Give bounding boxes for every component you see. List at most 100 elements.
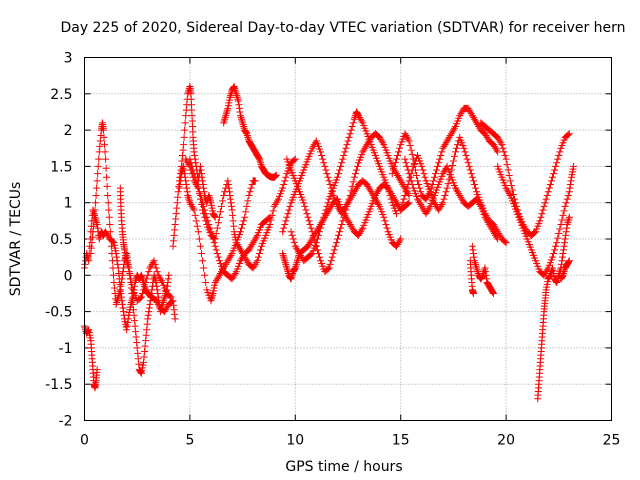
data-point [353,110,361,118]
data-point [81,260,89,268]
data-point [487,224,495,232]
data-point [332,239,340,247]
data-point [118,271,126,279]
data-point [396,144,404,152]
data-point [304,213,312,221]
data-point [232,239,240,247]
data-point [455,190,463,198]
data-point [117,279,125,287]
axis-ticks: -2 -1.5 -1 -0.5 0 0.5 1 1.5 2 2.5 3 0 5 10 15 20 25 [45,51,620,449]
data-point [351,170,359,178]
data-point [186,155,194,163]
data-point [191,211,199,219]
data-point [243,257,251,265]
data-point [247,184,255,192]
data-point [229,217,237,225]
data-point [560,242,568,250]
data-point [394,201,402,209]
data-point [93,177,101,185]
data-point [94,224,102,232]
data-point [211,242,219,250]
data-point [243,130,251,138]
data-point [341,148,349,156]
data-point [342,144,350,152]
data-point [197,166,205,174]
data-point [189,166,197,174]
data-point [349,190,357,198]
data-point [558,216,566,224]
data-point [317,224,325,232]
y-tick-label: 1.5 [50,159,72,175]
data-point [147,293,155,301]
data-point [387,195,395,203]
data-point [180,133,188,141]
data-point [133,338,141,346]
data-point [408,181,416,189]
data-point [209,235,217,243]
data-point [283,264,291,272]
data-point [394,171,402,179]
data-point [193,222,201,230]
data-point [481,213,489,221]
data-point [482,132,490,140]
data-point [132,328,140,336]
data-point [107,235,115,243]
data-point [222,260,230,268]
data-point [227,199,235,207]
data-point [482,215,490,223]
data-point [420,170,428,178]
data-point [265,214,273,222]
data-point [89,228,97,236]
data-point [124,260,132,268]
data-point [467,170,475,178]
data-point [317,148,325,156]
data-point [199,257,207,265]
data-point [555,230,563,238]
data-point [437,202,445,210]
data-point [564,259,572,267]
data-point [236,112,244,120]
data-point [197,250,205,258]
data-point [300,199,308,207]
data-point [502,239,510,247]
data-point [135,360,143,368]
data-point [141,282,149,290]
data-point [328,253,336,261]
data-point [130,306,138,314]
data-point [151,260,159,268]
data-point [288,273,296,281]
data-point [454,188,462,196]
data-point [444,135,452,143]
data-point [165,271,173,279]
data-point [288,271,296,279]
data-point [288,231,296,239]
data-point [392,242,400,250]
data-point [401,191,409,199]
data-point [336,228,344,236]
data-point [324,199,332,207]
data-point [537,213,545,221]
data-point [181,126,189,134]
data-point [338,210,346,218]
data-point [132,333,140,341]
data-point [307,237,315,245]
data-point [242,208,250,216]
data-point [245,246,253,254]
data-point [375,201,383,209]
data-point [111,284,119,292]
data-point [279,251,287,259]
data-point [249,239,257,247]
data-point [339,155,347,163]
data-point [145,268,153,276]
data-point [271,201,279,209]
data-point [235,104,243,112]
data-point [458,108,466,116]
data-point [199,177,207,185]
data-point [96,137,104,145]
data-point [247,242,255,250]
data-point [291,264,299,272]
data-point [559,211,567,219]
data-point [457,110,465,118]
data-point [565,188,573,196]
data-point [136,367,144,375]
